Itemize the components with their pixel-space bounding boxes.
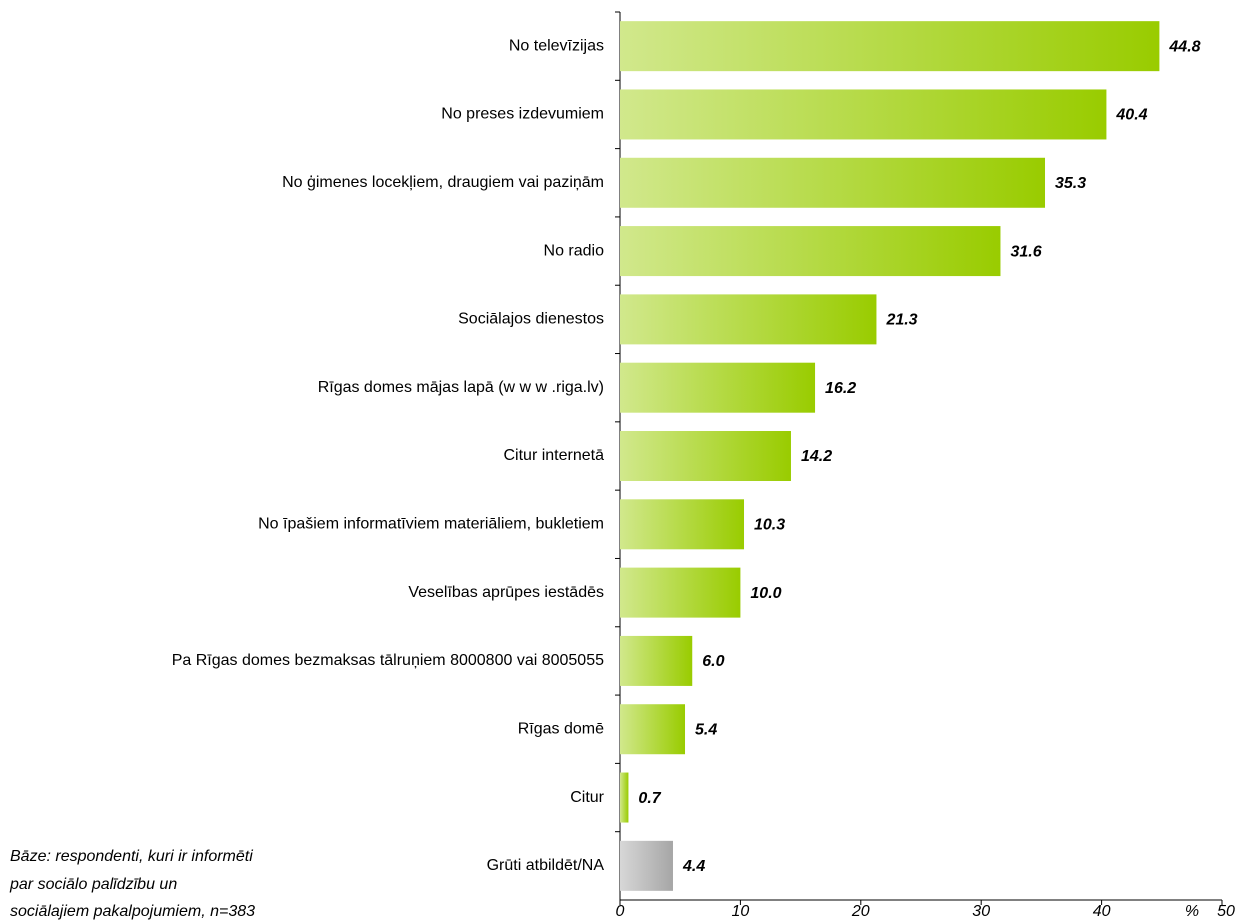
bar — [620, 635, 693, 686]
bar — [620, 840, 673, 891]
x-tick-label: 30 — [972, 903, 990, 920]
x-tick-label: 20 — [851, 903, 870, 920]
x-tick-label: 0 — [616, 903, 625, 920]
category-label: Sociālajos dienestos — [458, 311, 604, 328]
category-label: Grūti atbildēt/NA — [487, 857, 605, 874]
value-label: 0.7 — [638, 790, 661, 807]
category-label: No īpašiem informatīviem materiāliem, bu… — [258, 516, 604, 533]
x-tick-label: 50 — [1217, 903, 1235, 920]
value-label: 5.4 — [695, 721, 717, 738]
category-label: Citur internetā — [504, 447, 605, 464]
value-label: 10.0 — [750, 585, 781, 602]
category-label: Rīgas domes mājas lapā (w w w .riga.lv) — [318, 379, 604, 396]
bar — [620, 21, 1160, 72]
category-label: Citur — [570, 789, 604, 806]
category-label: Veselības aprūpes iestādēs — [408, 584, 604, 601]
bar — [620, 567, 741, 618]
x-tick-label: 10 — [732, 903, 750, 920]
bar — [620, 499, 745, 550]
value-label: 40.4 — [1115, 107, 1147, 124]
category-label: No televīzijas — [509, 37, 604, 54]
category-label: No ģimenes locekļiem, draugiem vai paziņ… — [282, 173, 604, 191]
value-label: 35.3 — [1055, 175, 1086, 192]
category-label: No preses izdevumiem — [441, 106, 604, 123]
value-label: 6.0 — [702, 653, 724, 670]
bar — [620, 431, 791, 481]
note-line: Bāze: respondenti, kuri ir informēti — [10, 848, 253, 865]
category-label: Rīgas domē — [518, 720, 604, 737]
note-line: par sociālo palīdzību un — [9, 876, 177, 893]
value-label: 14.2 — [801, 448, 832, 465]
bar — [620, 157, 1046, 208]
bar — [620, 89, 1107, 140]
x-axis-label: % — [1185, 903, 1199, 920]
x-tick-label: 40 — [1093, 903, 1111, 920]
value-label: 16.2 — [825, 380, 856, 397]
value-label: 44.8 — [1168, 38, 1200, 55]
bar — [620, 362, 816, 413]
bar — [620, 772, 629, 823]
value-label: 21.3 — [885, 312, 917, 329]
note-line: sociālajiem pakalpojumiem, n=383 — [10, 903, 255, 920]
bar — [620, 704, 686, 755]
value-label: 31.6 — [1010, 243, 1041, 260]
bar — [620, 294, 877, 345]
category-label: Pa Rīgas domes bezmaksas tālruņiem 80008… — [172, 652, 604, 669]
value-label: 4.4 — [682, 858, 705, 875]
category-label: No radio — [544, 242, 605, 259]
bar — [620, 226, 1001, 277]
value-label: 10.3 — [754, 517, 785, 534]
